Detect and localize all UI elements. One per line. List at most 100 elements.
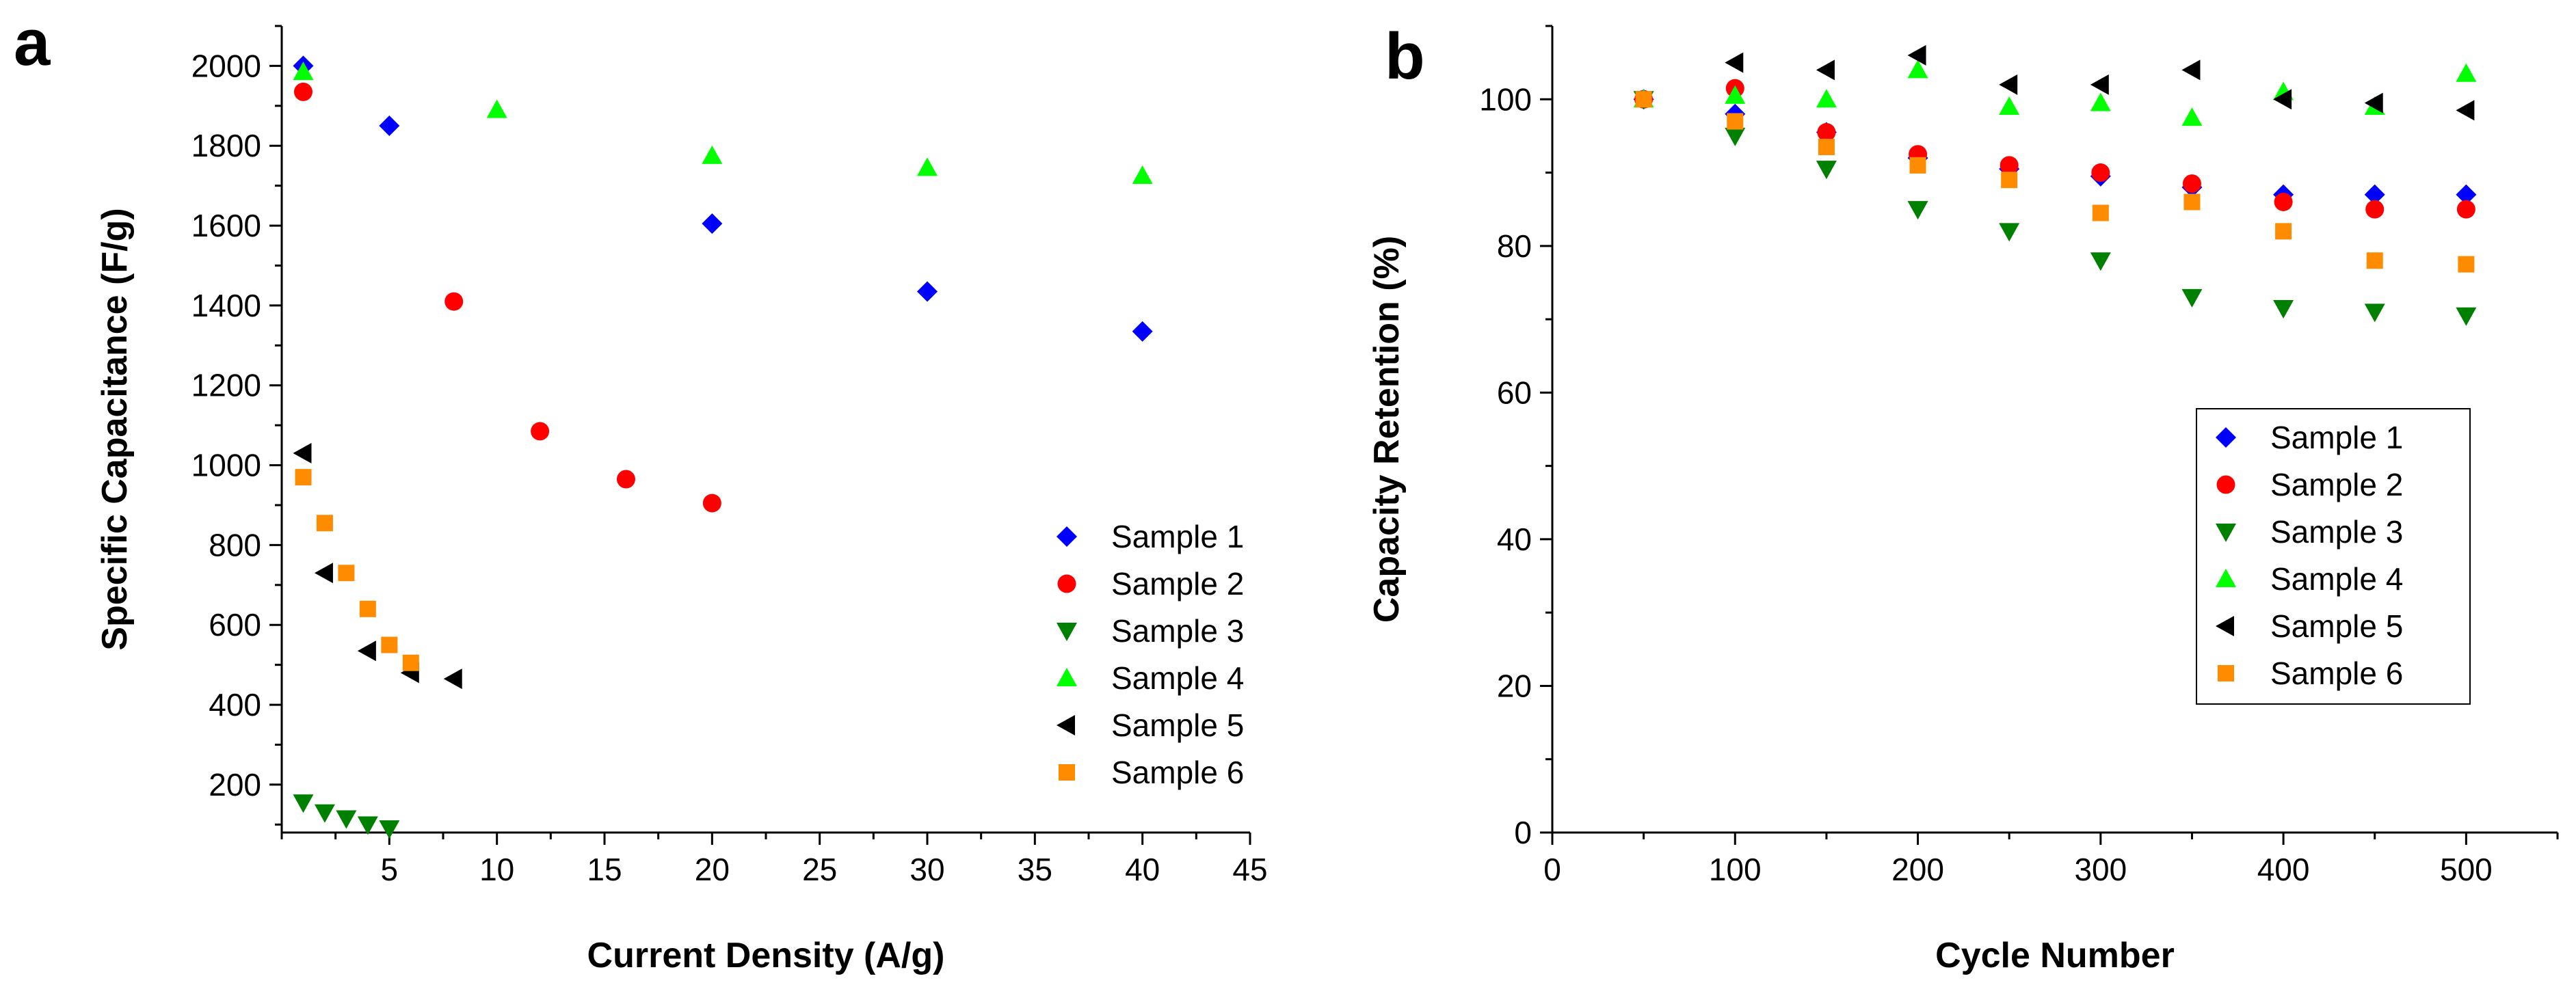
panel-b-y-axis-title: Capacity Retention (%) [1367,236,1407,623]
panel-b-data-point [2366,252,2383,269]
panel-a-data-point [293,82,313,101]
panel-b-x-tick-label: 300 [2074,852,2127,887]
panel-a-data-point [702,145,723,164]
panel-a-data-point [316,515,333,532]
panel-a-series-1 [293,55,1153,342]
panel-a-data-point [359,600,376,617]
panel-a-data-point [616,470,635,489]
panel-b-data-point [2273,300,2294,319]
panel-a-legend-marker [1057,715,1075,735]
panel-a-data-point [357,640,376,662]
panel-a-data-point [443,668,462,690]
panel-b-data-point [2000,156,2019,175]
panel-b-data-point [2364,184,2385,205]
panel-a-data-point [295,469,312,486]
panel-a-legend-label: Sample 6 [1111,755,1244,790]
panel-a-x-tick-label: 15 [587,852,622,887]
panel-b-series-6 [1635,91,2475,273]
panel-a-data-point [379,820,400,839]
panel-b-legend-box [2196,408,2471,705]
panel-b-series-5 [1725,44,2475,121]
panel-b-data-point [1818,139,1835,155]
panel-b-data-point [1725,85,1746,104]
panel-a-data-point [486,99,507,118]
panel-b-data-point [2273,89,2292,110]
panel-a-data-point [314,563,333,584]
panel-a-data-point [381,636,398,653]
panel-a-legend-marker [1057,574,1076,593]
panel-a-letter: a [14,6,51,79]
panel-b-data-point [1907,59,1928,79]
panel-a-data-point [293,794,314,813]
panel-a-series-5 [293,443,462,690]
panel-a-y-tick-label: 400 [209,687,261,722]
panel-b-y-tick-label: 20 [1497,668,1532,703]
panel-b-chart: b 0 100 200 300 400 500 0 20 40 60 80 100 Cycle Numbe… [1367,20,2559,975]
panel-b-data-point [2456,307,2477,326]
panel-a-legend-label: Sample 3 [1111,613,1244,649]
panel-b-data-point [2090,252,2111,271]
panel-b-series-3 [1633,91,2477,326]
panel-a-series-4 [293,62,1153,185]
panel-b-legend-marker [2216,475,2235,494]
panel-a-data-point [702,494,721,513]
panel-b-data-point [2456,184,2477,205]
panel-b-data-point [2001,172,2018,189]
panel-a-data-point [1132,321,1153,342]
panel-b-data-point [2092,204,2109,221]
panel-b-legend: Sample 1 Sample 2 Sample 3 Sample 4 Sample 5… [2196,408,2471,705]
panel-a-legend-label: Sample 1 [1111,519,1244,554]
panel-b-data-point [2274,192,2293,211]
panel-a-data-point [293,443,312,464]
panel-a-data-point [314,804,335,823]
panel-a-y-tick-label: 1600 [191,208,261,243]
panel-b-legend-marker [2216,427,2236,448]
panel-b-series-4 [1633,59,2477,126]
panel-b-x-tick-label: 0 [1543,852,1561,887]
panel-b-y-tick-label: 0 [1514,815,1532,850]
panel-b-data-point [2364,303,2385,323]
panel-b-data-point [2458,256,2475,273]
panel-b-data-point [2275,223,2292,240]
panel-b-data-point [2456,100,2475,121]
panel-b-data-point [1816,89,1837,108]
panel-b-data-point [2181,107,2203,126]
panel-b-data-point [2365,200,2385,219]
panel-b-y-tick-label: 80 [1497,228,1532,264]
panel-b-data-point [2090,92,2111,111]
panel-a-chart: a 5 10 15 20 25 30 35 40 45 200 400 600 800 1000 1200 14… [14,6,1268,975]
panel-a-data-point [336,810,357,829]
panel-a-series-2 [293,82,721,513]
panel-b-legend-label: Sample 3 [2270,514,2403,550]
panel-a-x-axis-title: Current Density (A/g) [587,936,945,975]
panel-a-data-point [531,422,550,441]
panel-a-x-tick-label: 45 [1232,852,1267,887]
panel-a-y-tick-label: 1000 [191,448,261,483]
panel-a-legend-marker [1059,764,1075,781]
panel-a-data-point [917,157,938,176]
panel-a-legend-marker [1057,623,1077,641]
panel-a-legend-label: Sample 5 [1111,707,1244,743]
panel-a-data-point [702,213,723,234]
panel-b-legend-label: Sample 4 [2270,561,2403,597]
panel-b-data-point [1999,74,2018,95]
panel-a-data-point [444,292,464,311]
panel-a-x-tick-label: 25 [802,852,837,887]
panel-a-y-tick-label: 2000 [191,48,261,83]
panel-a-legend: Sample 1 Sample 2 Sample 3 Sample 4 Sample 5… [1057,519,1244,790]
panel-a-y-tick-label: 600 [209,607,261,643]
panel-b-data-point [1999,96,2020,115]
panel-b-legend-label: Sample 2 [2270,467,2403,502]
panel-b-data-point [2456,200,2475,219]
panel-a-y-axis-title: Specific Capacitance (F/g) [95,208,135,650]
panel-a-data-point [917,281,938,302]
panel-a-y-tick-label: 1800 [191,128,261,163]
panel-b-series-2 [1634,79,2475,219]
panel-a-legend-marker [1057,668,1077,686]
panel-a-x-tick-label: 10 [479,852,514,887]
panel-b-data-point [1727,113,1744,130]
panel-b-legend-marker [2216,569,2236,587]
panel-b-data-point [1816,161,1837,180]
panel-a-y-tick-label: 1400 [191,288,261,323]
panel-b-x-tick-label: 100 [1709,852,1762,887]
